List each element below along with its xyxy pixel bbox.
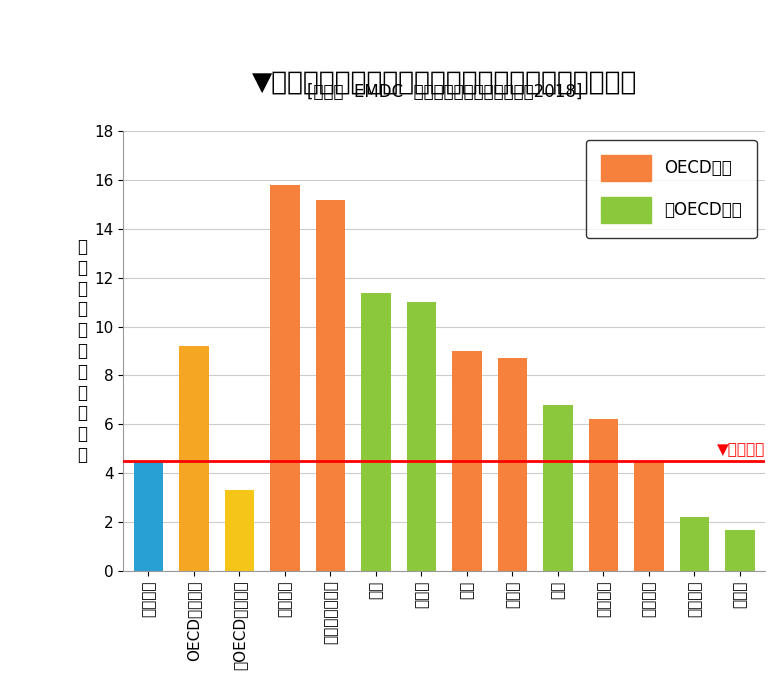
Bar xyxy=(225,490,254,571)
Text: ▼世界平均: ▼世界平均 xyxy=(717,443,765,457)
Bar xyxy=(452,351,482,571)
Title: ▼代表国における国民一人当たりの二酸化炭素排出量: ▼代表国における国民一人当たりの二酸化炭素排出量 xyxy=(251,70,637,96)
Bar xyxy=(589,419,619,571)
Bar xyxy=(679,517,709,571)
Bar xyxy=(270,185,300,571)
Bar xyxy=(361,292,391,571)
Bar xyxy=(634,461,664,571)
Y-axis label: 二
酸
化
炭
素
換
算
ト
ン
／
人: 二 酸 化 炭 素 換 算 ト ン ／ 人 xyxy=(77,238,87,464)
Bar xyxy=(316,200,346,571)
Legend: OECD諸国, 非OECD諸国: OECD諸国, 非OECD諸国 xyxy=(586,140,757,238)
Bar xyxy=(498,358,527,571)
Bar xyxy=(543,405,573,571)
Text: [出典：  EMDC  エネルギー・経済統計要覧2018]: [出典： EMDC エネルギー・経済統計要覧2018] xyxy=(307,83,582,101)
Bar xyxy=(725,530,755,571)
Bar xyxy=(133,461,163,571)
Bar xyxy=(179,346,209,571)
Bar xyxy=(406,302,436,571)
